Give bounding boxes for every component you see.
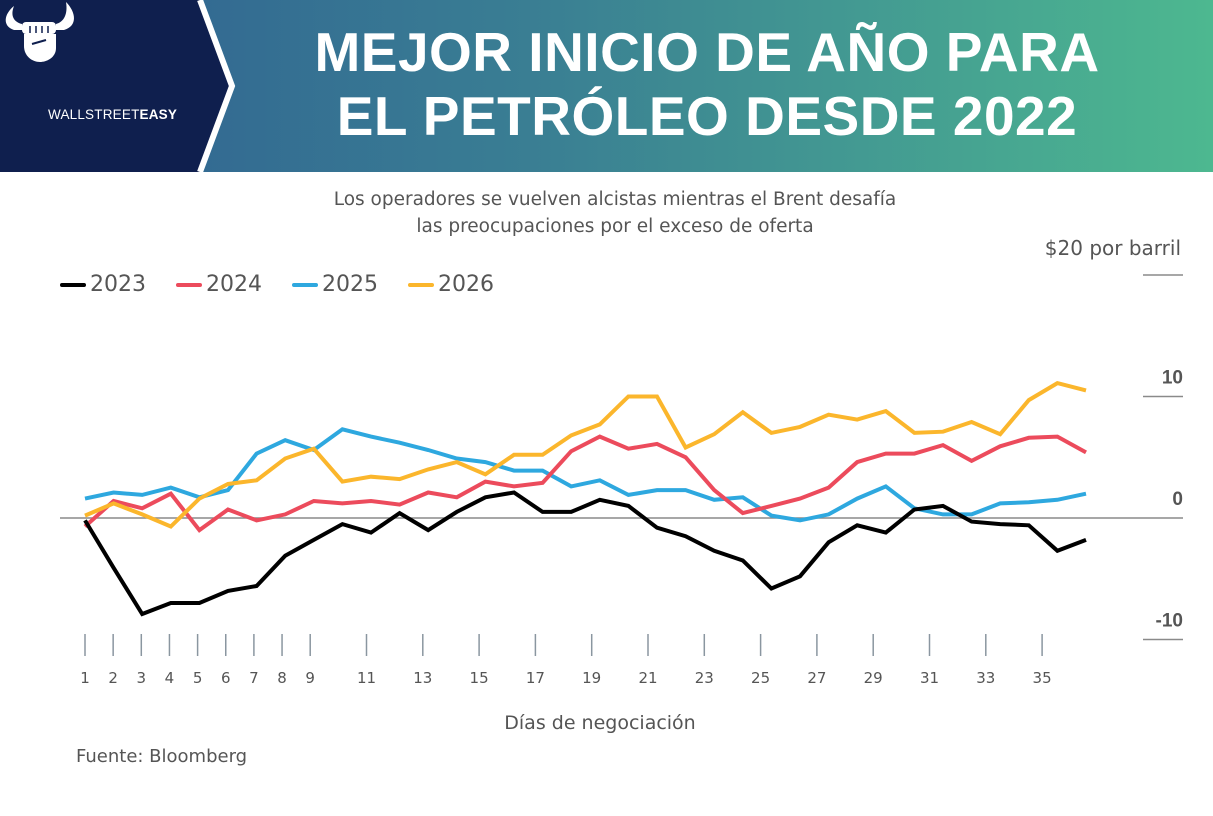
series-line-2026 (84, 380, 1087, 529)
x-tick-label: 6 (221, 669, 231, 687)
x-tick-label: 23 (695, 669, 714, 687)
x-tick-label: 1 (80, 669, 90, 687)
brand-chevron-shape (0, 0, 236, 172)
brand-name-light: WALLSTREET (48, 107, 140, 122)
y-axis-unit-label: $20 por barril (1044, 236, 1181, 260)
x-tick-label: 21 (638, 669, 657, 687)
legend-swatch (60, 282, 86, 287)
header-banner: WALLSTREETEASY MEJOR INICIO DE AÑO PARA … (0, 0, 1213, 172)
x-tick-label: 27 (807, 669, 826, 687)
x-tick-label: 29 (864, 669, 883, 687)
subtitle-line-1: Los operadores se vuelven alcistas mient… (333, 189, 897, 210)
y-tick-label: 0 (1172, 489, 1183, 510)
legend-label: 2023 (90, 272, 146, 297)
brand-name: WALLSTREETEASY (48, 107, 177, 122)
legend-label: 2026 (438, 272, 494, 297)
y-tick-label: -10 (1156, 611, 1183, 632)
legend-item-2025: 2025 (292, 272, 378, 297)
source-note: Fuente: Bloomberg (76, 746, 248, 767)
legend-item-2026: 2026 (408, 272, 494, 297)
brand-panel: WALLSTREETEASY (0, 0, 240, 172)
x-tick-label: 5 (193, 669, 203, 687)
page-title: MEJOR INICIO DE AÑO PARA EL PETRÓLEO DES… (252, 20, 1162, 148)
chart-subtitle: Los operadores se vuelven alcistas mient… (200, 186, 1030, 240)
legend-label: 2025 (322, 272, 378, 297)
bull-horns-fist-icon (5, 2, 74, 62)
x-tick-label: 13 (413, 669, 432, 687)
x-tick-label: 19 (582, 669, 601, 687)
x-tick-label: 31 (920, 669, 939, 687)
x-axis-label: Días de negociación (504, 712, 696, 734)
x-tick-label: 11 (357, 669, 376, 687)
x-tick-label: 2 (108, 669, 118, 687)
x-tick-label: 15 (470, 669, 489, 687)
legend-item-2023: 2023 (60, 272, 146, 297)
x-tick-label: 7 (249, 669, 259, 687)
x-tick-label: 33 (976, 669, 995, 687)
x-tick-label: 17 (526, 669, 545, 687)
chart-legend: 2023 2024 2025 2026 (60, 272, 494, 297)
legend-swatch (292, 282, 318, 287)
y-tick-label: 10 (1162, 368, 1183, 389)
series-line-2024 (83, 434, 1087, 533)
legend-item-2024: 2024 (176, 272, 262, 297)
x-tick-label: 4 (165, 669, 175, 687)
legend-swatch (176, 282, 202, 287)
legend-label: 2024 (206, 272, 262, 297)
x-tick-label: 9 (305, 669, 315, 687)
x-tick-label: 35 (1033, 669, 1052, 687)
brand-name-bold: EASY (139, 107, 178, 122)
x-tick-label: 3 (137, 669, 147, 687)
x-tick-label: 25 (751, 669, 770, 687)
x-tick-label: 8 (277, 669, 287, 687)
legend-swatch (408, 282, 434, 287)
title-line-1: MEJOR INICIO DE AÑO PARA (314, 21, 1100, 83)
subtitle-line-2: las preocupaciones por el exceso de ofer… (416, 216, 814, 237)
title-line-2: EL PETRÓLEO DESDE 2022 (336, 85, 1078, 147)
series-line-2023 (83, 490, 1087, 617)
